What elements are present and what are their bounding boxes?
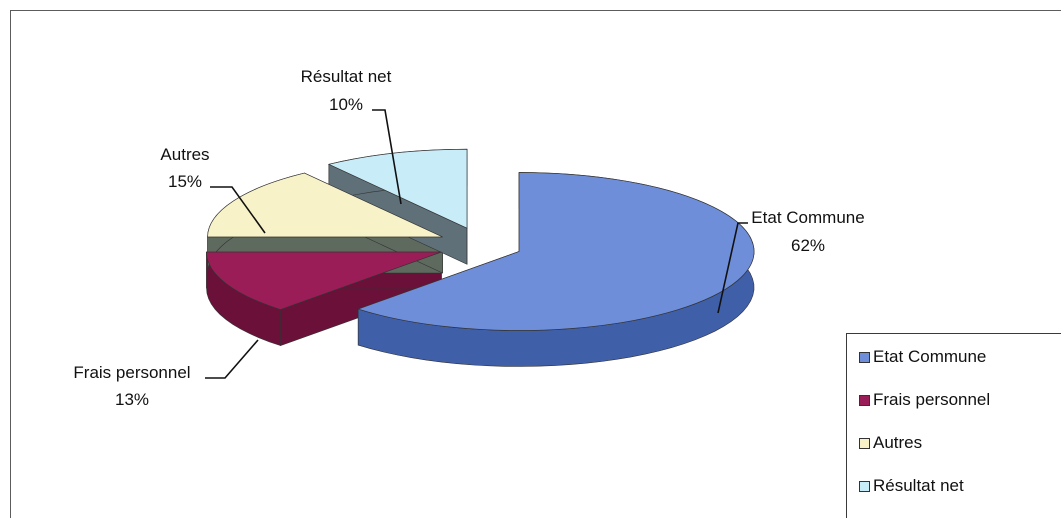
leader-line (372, 109, 402, 205)
legend-label: Frais personnel (873, 390, 991, 409)
leader-line (717, 222, 748, 314)
pie-slice (357, 172, 755, 331)
slice-label-name: Etat Commune (751, 208, 864, 227)
legend-swatch (859, 394, 870, 406)
legend-label: Autres (873, 433, 923, 452)
legend-swatch (859, 480, 870, 492)
slice-label-name: Résultat net (301, 67, 392, 86)
legend-swatch (859, 437, 870, 449)
legend-item-etat-commune: Etat Commune (859, 345, 986, 369)
slice-label-name: Autres (160, 145, 209, 164)
slice-label-pct: 10% (329, 95, 363, 114)
leader-line (205, 339, 259, 379)
leader-line (210, 186, 266, 234)
slice-label-pct: 13% (115, 390, 149, 409)
legend: Etat Commune Frais personnel Autres Résu… (846, 333, 1061, 518)
legend-label: Etat Commune (873, 347, 987, 366)
slice-label-pct: 62% (791, 236, 825, 255)
slice-label-name: Frais personnel (73, 363, 190, 382)
legend-label: Résultat net (873, 476, 964, 495)
legend-swatch (859, 351, 870, 363)
legend-item-autres: Autres (859, 431, 922, 455)
legend-item-frais-personnel: Frais personnel (859, 388, 990, 412)
legend-item-resultat-net: Résultat net (859, 474, 964, 498)
slice-label-pct: 15% (168, 172, 202, 191)
pie-slice (207, 172, 443, 238)
pie-slice (206, 251, 442, 310)
